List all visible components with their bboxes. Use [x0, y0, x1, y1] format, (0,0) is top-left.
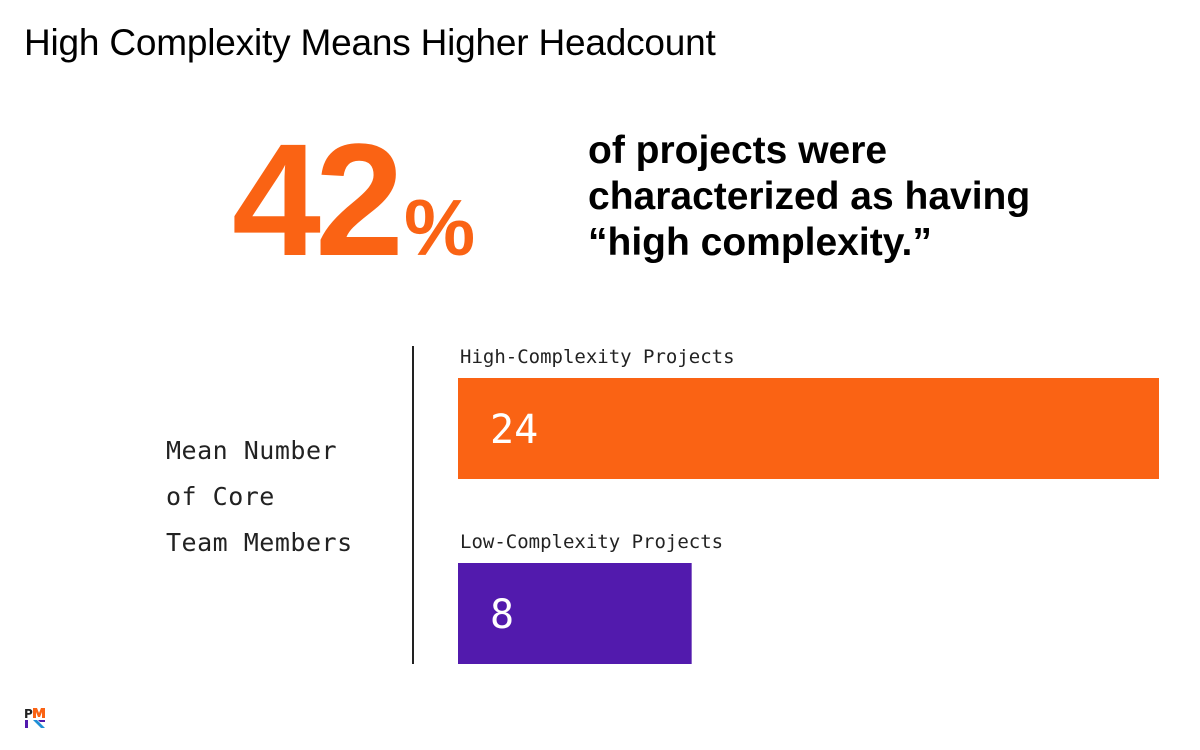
pmi-logo-icon: P	[24, 707, 45, 728]
stat-unit: %	[403, 183, 476, 272]
bar-0	[458, 378, 1159, 479]
measure-label-line-3: Team Members	[166, 528, 353, 557]
stat-caption-line-1: of projects were	[588, 129, 888, 172]
value-label-0: 24	[490, 407, 538, 453]
stat-caption-line-3: “high complexity.”	[588, 221, 932, 264]
stat-number: 42	[232, 110, 404, 289]
value-label-1: 8	[490, 592, 514, 638]
stat-caption: of projects were characterized as having…	[588, 128, 1148, 266]
category-label-1: Low-Complexity Projects	[460, 531, 723, 553]
stat-caption-line-2: characterized as having	[588, 175, 1031, 218]
measure-label-line-2: of Core	[166, 482, 275, 511]
svg-text:P: P	[24, 707, 33, 721]
bar-1	[458, 563, 692, 664]
measure-label: Mean Number of Core Team Members	[166, 428, 401, 566]
big-stat: 42%	[232, 120, 475, 280]
category-label-0: High-Complexity Projects	[460, 346, 735, 368]
measure-label-line-1: Mean Number	[166, 436, 338, 465]
slide-title: High Complexity Means Higher Headcount	[24, 22, 716, 63]
chart-divider	[412, 346, 414, 664]
